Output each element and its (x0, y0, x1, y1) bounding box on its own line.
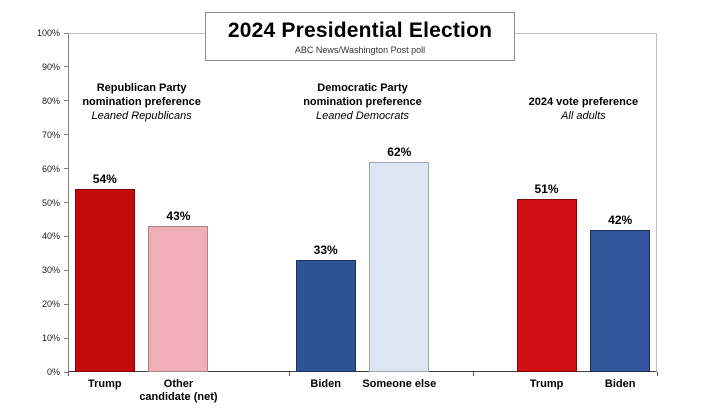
y-axis-tick-label: 30% (41, 265, 60, 276)
y-axis-tick-label: 40% (41, 231, 60, 242)
group-subheading-text: Leaned Republicans (91, 110, 192, 122)
x-axis-tick (472, 372, 474, 376)
group-heading: 2024 vote preference All adults (478, 95, 688, 123)
bar (148, 226, 209, 372)
bar (369, 161, 430, 372)
group-heading-text: Democratic Party nomination preference (303, 82, 422, 108)
bar-value-label: 42% (608, 212, 633, 227)
y-axis-tick-label: 10% (41, 333, 60, 344)
bar-value-label: 51% (534, 182, 559, 197)
group-subheading-text: Leaned Democrats (316, 110, 409, 122)
y-axis-tick-label: 0% (46, 367, 60, 377)
y-axis-tick-label: 90% (41, 61, 60, 72)
y-axis-tick (64, 337, 68, 339)
x-axis-tick (68, 372, 69, 376)
bar (74, 188, 135, 372)
y-axis-tick (64, 66, 68, 68)
y-axis-tick (64, 100, 68, 102)
bar-category-label: Someone else (362, 378, 437, 390)
bar-category-label: Biden (310, 378, 341, 390)
bar (516, 199, 577, 372)
y-axis-tick-label: 60% (41, 163, 60, 174)
bar-value-label: 33% (313, 243, 338, 258)
x-axis-tick (288, 372, 290, 376)
bar-value-label: 62% (387, 144, 412, 159)
bar-category-label: Biden (604, 378, 636, 390)
y-axis-tick-label: 50% (41, 197, 60, 208)
chart-title: 2024 Presidential Election (227, 19, 493, 42)
bar-category-label: Trump (88, 378, 122, 390)
bar-value-label: 54% (92, 171, 117, 186)
chart-subtitle: ABC News/Washington Post poll (294, 45, 426, 55)
bar-category-label: Other candidate (net) (139, 378, 218, 403)
y-axis-tick (64, 202, 68, 203)
y-axis-tick (64, 235, 68, 237)
bar-category-label: Trump (529, 378, 564, 390)
y-axis-tick (64, 134, 68, 136)
y-axis-tick (64, 303, 68, 305)
y-axis-tick-label: 100% (36, 28, 60, 38)
y-axis-tick-label: 70% (41, 129, 60, 140)
y-axis-tick (64, 168, 68, 170)
bar (590, 229, 651, 372)
group-subheading-text: All adults (561, 110, 606, 122)
y-axis-tick-label: 20% (41, 299, 60, 310)
y-axis-tick (64, 371, 68, 373)
y-axis-tick-label: 80% (41, 95, 60, 106)
y-axis-tick (64, 32, 68, 34)
group-heading: Republican Party nomination preference Le… (37, 81, 247, 123)
chart-title-box: 2024 Presidential Election ABC News/Wash… (205, 12, 515, 61)
bar (295, 260, 356, 372)
y-axis-tick (64, 269, 68, 271)
group-heading-text: Republican Party nomination preference (82, 82, 201, 108)
x-axis-tick (657, 372, 658, 376)
group-heading-text: 2024 vote preference (528, 96, 639, 108)
group-heading: Democratic Party nomination preference Le… (258, 81, 468, 123)
bar-value-label: 43% (166, 209, 191, 224)
